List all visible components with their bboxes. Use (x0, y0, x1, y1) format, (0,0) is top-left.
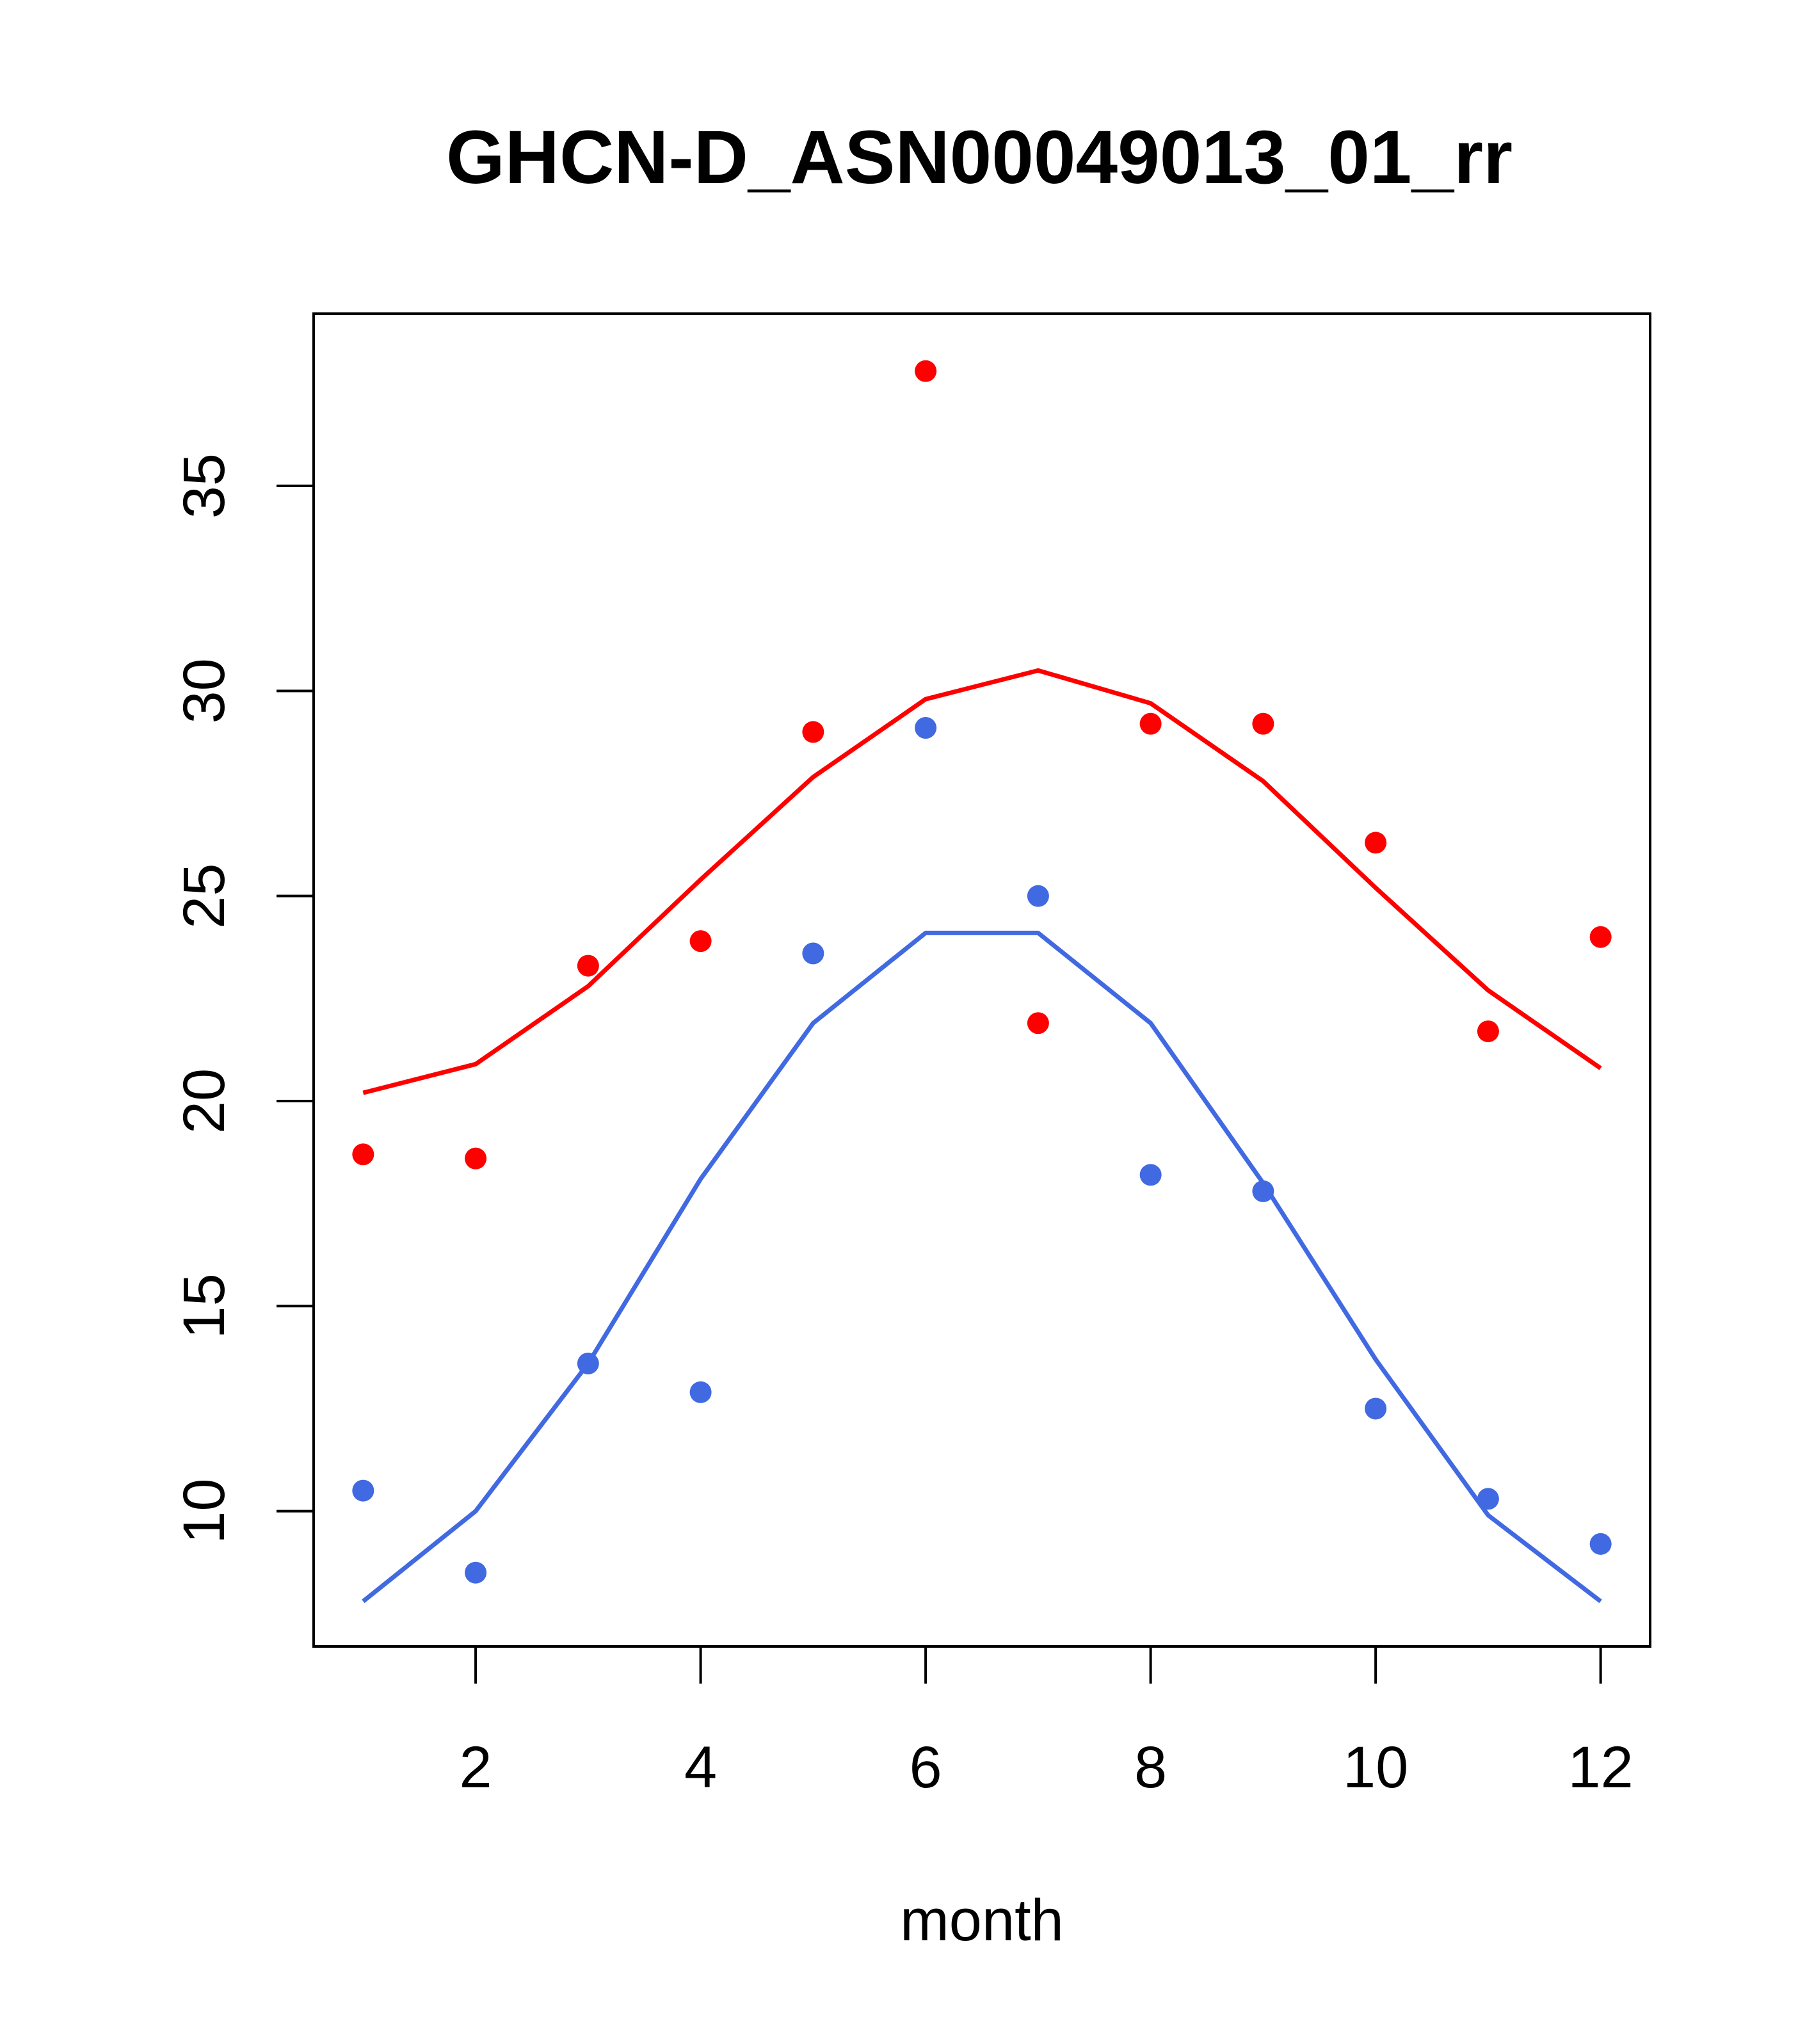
series-1-point (352, 1143, 374, 1166)
y-tick-label: 15 (172, 1273, 237, 1339)
series-2-point (1139, 1164, 1162, 1186)
series-1-point (1477, 1020, 1499, 1043)
y-tick-label: 30 (172, 658, 237, 723)
series-2-point (1027, 885, 1049, 907)
series-1-point (1365, 832, 1387, 854)
x-tick-label: 10 (1343, 1735, 1408, 1800)
x-axis: 2 4 6 8 10 12 (460, 1645, 1633, 1800)
chart-title: GHCN-D_ASN00049013_01_rr (446, 115, 1513, 200)
series-2-point (352, 1479, 374, 1502)
series-1-point (465, 1147, 487, 1170)
series-2-point (1589, 1533, 1612, 1555)
y-tick-label: 20 (172, 1068, 237, 1134)
y-axis: 10 15 20 25 30 35 (172, 453, 315, 1544)
series-2-point (577, 1352, 599, 1374)
x-axis-label: month (900, 1888, 1064, 1953)
y-tick-label: 35 (172, 453, 237, 519)
series-1-point (1252, 712, 1274, 735)
x-tick-label: 2 (460, 1735, 492, 1800)
series-1-point (802, 721, 824, 743)
series-1-point (915, 360, 937, 382)
x-tick-label: 6 (910, 1735, 942, 1800)
series-2-point (1477, 1488, 1499, 1510)
series-2-point (915, 717, 937, 739)
series-2-point (465, 1561, 487, 1584)
series-2-point (802, 942, 824, 965)
x-tick-label: 12 (1568, 1735, 1633, 1800)
series-2-point (689, 1381, 712, 1403)
y-tick-label: 10 (172, 1478, 237, 1543)
series-1-point (1589, 926, 1612, 948)
x-tick-label: 4 (684, 1735, 717, 1800)
series-1-line (362, 668, 1602, 1095)
x-tick-label: 8 (1134, 1735, 1167, 1800)
series-1-point (1027, 1012, 1049, 1034)
series-1-point (689, 930, 712, 953)
y-tick-label: 25 (172, 864, 237, 929)
series-2-point (1365, 1397, 1387, 1420)
series-2-point (1252, 1180, 1274, 1202)
series-1-point (577, 954, 599, 977)
series-1-point (1139, 712, 1162, 735)
series-layer (352, 360, 1612, 1604)
series-2-line (362, 930, 1602, 1604)
